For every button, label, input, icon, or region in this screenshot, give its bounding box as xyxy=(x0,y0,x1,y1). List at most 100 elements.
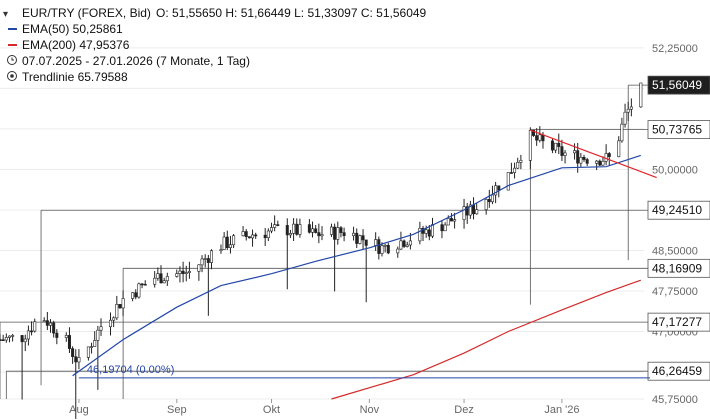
candle-body xyxy=(427,229,431,237)
candle-body xyxy=(579,157,583,164)
low-marker: 46,19704 (0.00%) xyxy=(78,364,650,379)
candle-body xyxy=(222,236,226,250)
price-level-label[interactable]: 50,73765 xyxy=(647,120,710,139)
candle-body xyxy=(11,335,15,337)
candle-body xyxy=(333,226,337,240)
clock-hands-icon xyxy=(11,57,14,61)
price-level-label[interactable]: 49,24510 xyxy=(647,200,710,220)
candle-body xyxy=(206,258,210,263)
candle-body xyxy=(418,228,422,242)
candle-body xyxy=(557,142,561,147)
candle-body xyxy=(219,249,223,252)
legend-chevron-icon[interactable]: ▾ xyxy=(3,9,8,20)
candle-body xyxy=(617,140,621,157)
candle-body xyxy=(475,209,479,215)
candle-body xyxy=(121,298,125,309)
candle-body xyxy=(90,346,94,348)
legend: ▾ EUR/TRY (FOREX, Bid) O: 51,55650 H: 51… xyxy=(3,6,427,84)
price-level-label-text: 48,16909 xyxy=(652,261,702,275)
candle-body xyxy=(52,322,56,334)
candle-body xyxy=(184,272,188,274)
candle-body xyxy=(383,244,387,247)
candle-body xyxy=(342,232,346,237)
candle-body xyxy=(604,153,608,162)
y-tick-label: 47,75000 xyxy=(652,286,698,298)
candle-body xyxy=(598,160,602,166)
ema200-swatch-icon xyxy=(8,44,17,46)
price-level-label[interactable]: 51,56049 xyxy=(647,75,710,95)
candle-body xyxy=(77,357,81,363)
candle-body xyxy=(405,244,409,247)
candle-body xyxy=(465,206,469,216)
candle-body xyxy=(200,258,204,266)
price-level-label-box xyxy=(647,75,710,95)
candle-body xyxy=(228,244,232,248)
legend-header: EUR/TRY (FOREX, Bid) xyxy=(22,6,151,20)
candle-body xyxy=(112,317,116,321)
candle-body xyxy=(140,283,144,286)
candle-body xyxy=(528,129,532,161)
candle-body xyxy=(269,227,273,232)
candle-body xyxy=(446,218,450,226)
candle-body xyxy=(247,236,251,239)
candle-body xyxy=(263,234,267,239)
candle-body xyxy=(33,321,37,332)
candle-body xyxy=(424,229,428,234)
x-tick-label: Sep xyxy=(167,404,187,416)
price-level-label[interactable]: 47,17277 xyxy=(647,312,710,332)
clock-icon xyxy=(7,55,17,65)
candle-body xyxy=(143,283,147,286)
candle-body xyxy=(573,150,577,154)
candle-body xyxy=(440,224,444,232)
candle-body xyxy=(266,230,270,239)
x-axis: Aug Sep Okt Nov Dez Jan '26 xyxy=(69,399,579,416)
candle-body xyxy=(49,322,53,326)
candle-body xyxy=(181,270,185,274)
y-axis: 52,2500051,5000050,7500050,0000049,25000… xyxy=(652,43,698,406)
y-tick-label: 45,75000 xyxy=(652,394,698,406)
candle-body xyxy=(355,232,359,244)
candle-body xyxy=(490,194,494,203)
legend-ema200-row: EMA(200) 47,95376 xyxy=(8,38,130,52)
legend-ohlc: O: 51,55650 H: 51,66449 L: 51,33097 C: 5… xyxy=(156,6,427,20)
candle-body xyxy=(156,273,160,279)
candle-body xyxy=(292,223,296,234)
price-level-label-box xyxy=(647,258,710,278)
candle-body xyxy=(402,240,406,247)
x-tick-label: Okt xyxy=(263,404,280,416)
candle-body xyxy=(377,239,381,254)
candle-body xyxy=(535,135,539,141)
trendline-layer xyxy=(530,129,657,179)
candle-body xyxy=(506,172,510,191)
candle-body xyxy=(320,234,324,237)
candle-body xyxy=(623,111,627,125)
candle-body xyxy=(513,167,517,173)
price-level-label-box xyxy=(647,120,710,139)
y-tick-label: 50,00000 xyxy=(652,164,698,176)
price-level-label-text: 47,17277 xyxy=(652,315,702,329)
candle-body xyxy=(108,319,112,328)
candle-body xyxy=(396,248,400,254)
candle-body xyxy=(67,335,71,349)
candles xyxy=(0,82,643,419)
price-level-label[interactable]: 48,16909 xyxy=(647,258,710,278)
candle-body xyxy=(358,235,362,244)
price-level-label-text: 46,26459 xyxy=(652,364,702,378)
candle-body xyxy=(64,335,68,338)
price-level-label[interactable]: 46,26459 xyxy=(647,361,710,381)
candle-body xyxy=(541,134,545,142)
candle-body xyxy=(538,134,542,141)
candle-body xyxy=(607,153,611,157)
price-level-label-box xyxy=(647,361,710,381)
legend-period-row: 07.07.2025 - 27.01.2026 (7 Monate, 1 Tag… xyxy=(7,54,250,68)
candle-body xyxy=(232,235,236,246)
candle-body xyxy=(7,335,11,338)
candle-body xyxy=(560,146,564,156)
candle-body xyxy=(408,240,412,246)
candle-body xyxy=(386,244,390,254)
candle-body xyxy=(137,283,141,298)
legend-trendline: Trendlinie 65.79588 xyxy=(22,70,128,84)
legend-ema200: EMA(200) 47,95376 xyxy=(22,38,130,52)
candle-body xyxy=(55,332,59,338)
price-level-label-text: 50,73765 xyxy=(652,123,702,137)
